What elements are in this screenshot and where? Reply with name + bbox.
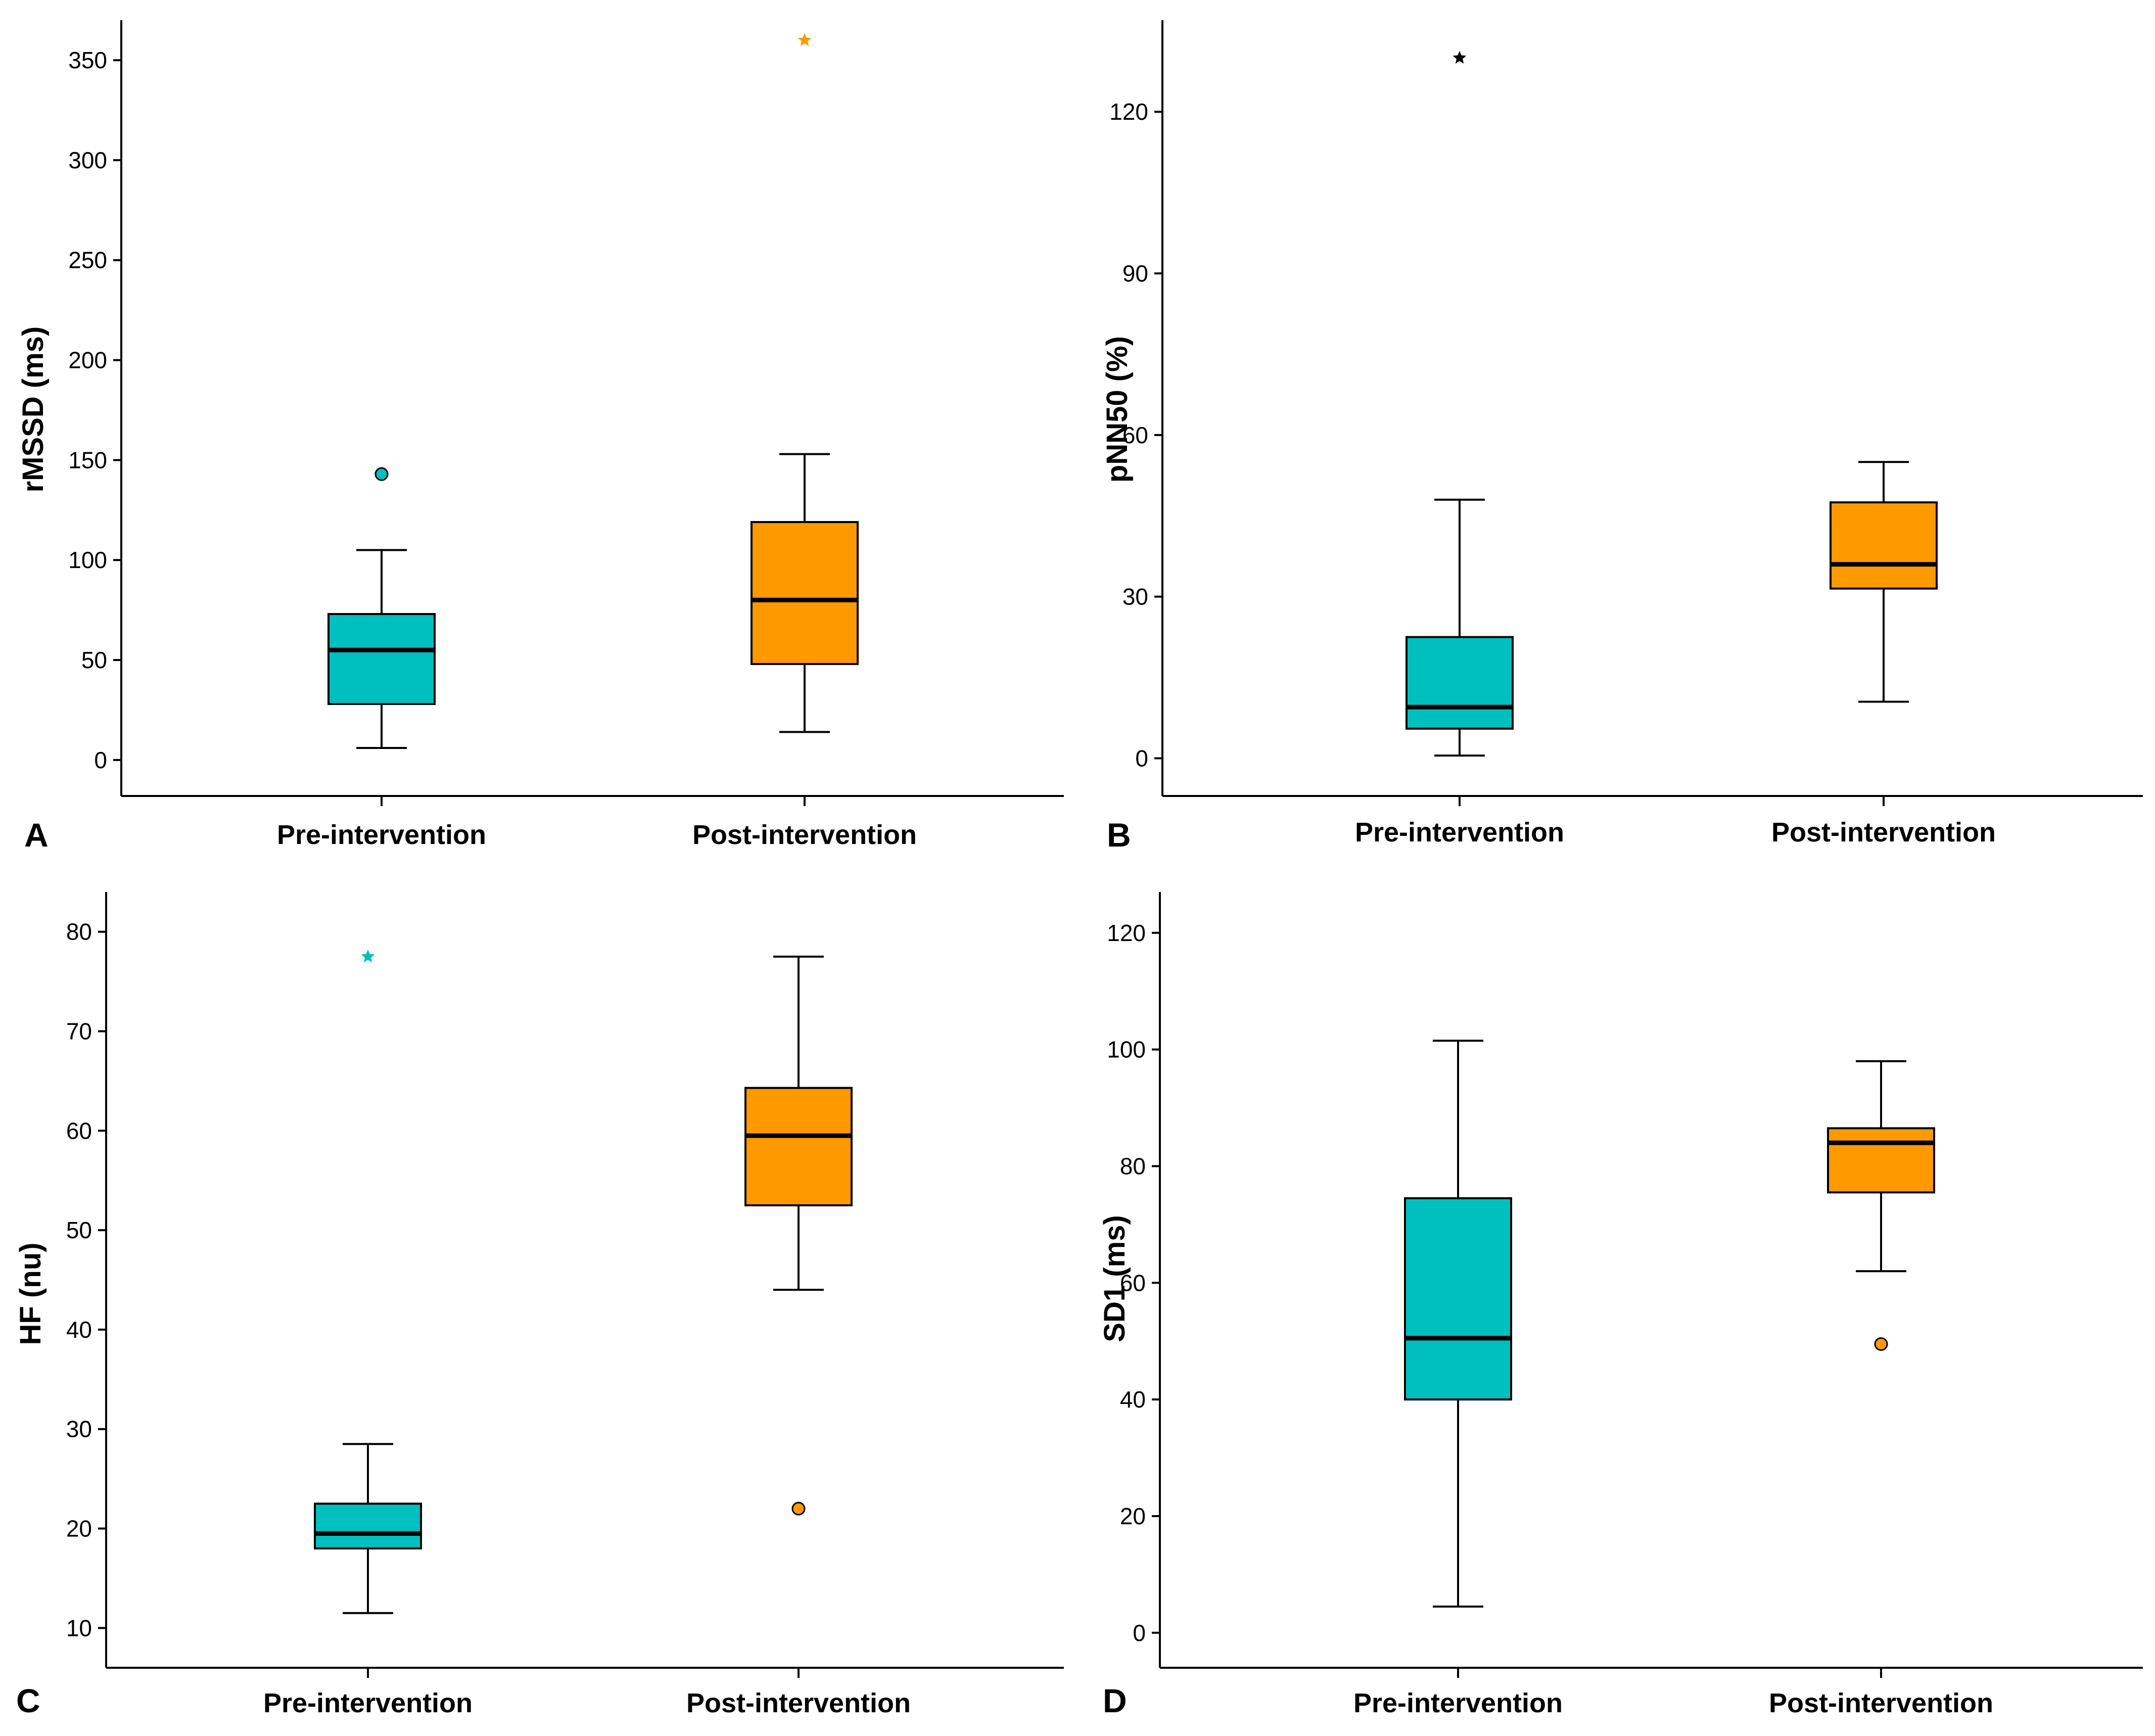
chart-panel-c: 10 20 30 40 50 60 70 80 HF (nu) C Pre-intervention… <box>14 892 1064 1719</box>
iqr-box <box>314 1503 422 1550</box>
y-tick-label: 60 <box>1120 1270 1146 1296</box>
y-tick-label: 80 <box>66 919 92 945</box>
y-tick-label: 70 <box>66 1018 92 1045</box>
chart-panel-a: 0 50 100 150 200 250 300 350 rMSSD (ms) A Pre-inte… <box>17 20 1064 854</box>
x-tick-label: Post-intervention <box>692 820 917 850</box>
iqr-box <box>744 1087 853 1206</box>
y-tick-label: 150 <box>68 447 107 473</box>
outlier-point <box>1874 1337 1888 1351</box>
x-tick-label: Pre-intervention <box>263 1688 473 1718</box>
iqr-box <box>327 613 436 706</box>
x-tick-label: Post-intervention <box>1769 1688 1993 1718</box>
y-axis-title: SD1 (ms) <box>1098 1215 1131 1342</box>
box-pre-intervention <box>1404 1040 1512 1608</box>
y-tick-label: 0 <box>94 747 107 773</box>
x-tick-label: Pre-intervention <box>1355 817 1564 848</box>
outlier-point <box>791 1502 806 1516</box>
y-axis-title: rMSSD (ms) <box>17 326 50 493</box>
y-axis-title: pNN50 (%) <box>1101 336 1134 483</box>
chart-panel-d: 0 20 40 60 80 100 120 SD1 (ms) D Pre-intervention… <box>1098 892 2143 1719</box>
y-tick-label: 80 <box>1120 1153 1146 1179</box>
iqr-box <box>1406 636 1514 730</box>
y-tick-label: 30 <box>66 1416 92 1442</box>
box-post-intervention <box>744 955 853 1516</box>
iqr-box <box>1404 1197 1512 1401</box>
y-tick-label: 10 <box>66 1615 92 1641</box>
y-tick-label: 60 <box>66 1117 92 1144</box>
extreme-point <box>361 949 375 963</box>
panel-letter: A <box>24 816 49 854</box>
panel-letter: B <box>1107 816 1131 854</box>
box-pre-intervention <box>1406 51 1514 757</box>
y-tick-label: 120 <box>1109 99 1148 125</box>
y-tick-label: 40 <box>1120 1386 1146 1413</box>
y-tick-label: 40 <box>66 1317 92 1343</box>
y-tick-label: 20 <box>1120 1503 1146 1529</box>
box-post-intervention <box>1830 461 1938 703</box>
panel-letter: C <box>16 1682 40 1719</box>
box-pre-intervention <box>314 949 422 1614</box>
panel-letter: D <box>1103 1682 1127 1719</box>
y-tick-label: 20 <box>66 1515 92 1541</box>
y-tick-label: 60 <box>1122 422 1148 448</box>
y-tick-label: 100 <box>1107 1037 1146 1063</box>
y-tick-label: 0 <box>1133 1620 1146 1646</box>
box-post-intervention <box>751 33 859 733</box>
iqr-box <box>1830 501 1938 590</box>
outlier-point <box>374 467 389 481</box>
y-tick-label: 350 <box>68 47 107 73</box>
iqr-box <box>751 521 859 665</box>
y-tick-label: 30 <box>1122 584 1148 610</box>
y-tick-label: 200 <box>68 347 107 373</box>
x-tick-label: Post-intervention <box>686 1688 911 1718</box>
y-tick-label: 120 <box>1107 920 1146 946</box>
y-tick-label: 100 <box>68 547 107 573</box>
y-tick-label: 250 <box>68 247 107 273</box>
y-tick-label: 50 <box>81 647 107 673</box>
y-tick-label: 300 <box>68 147 107 173</box>
extreme-point <box>1453 51 1467 64</box>
y-axis-title: HF (nu) <box>14 1243 47 1345</box>
box-post-intervention <box>1827 1060 1935 1351</box>
extreme-point <box>798 33 812 46</box>
iqr-box <box>1827 1127 1935 1194</box>
y-tick-label: 90 <box>1122 260 1148 287</box>
x-tick-label: Post-intervention <box>1771 817 1996 848</box>
box-pre-intervention <box>327 467 436 749</box>
x-tick-label: Pre-intervention <box>1353 1688 1563 1718</box>
x-tick-label: Pre-intervention <box>277 820 486 850</box>
y-tick-label: 0 <box>1135 745 1148 771</box>
chart-panel-b: 0 30 60 90 120 pNN50 (%) B Pre-intervention Post… <box>1101 20 2143 854</box>
y-tick-label: 50 <box>66 1217 92 1243</box>
